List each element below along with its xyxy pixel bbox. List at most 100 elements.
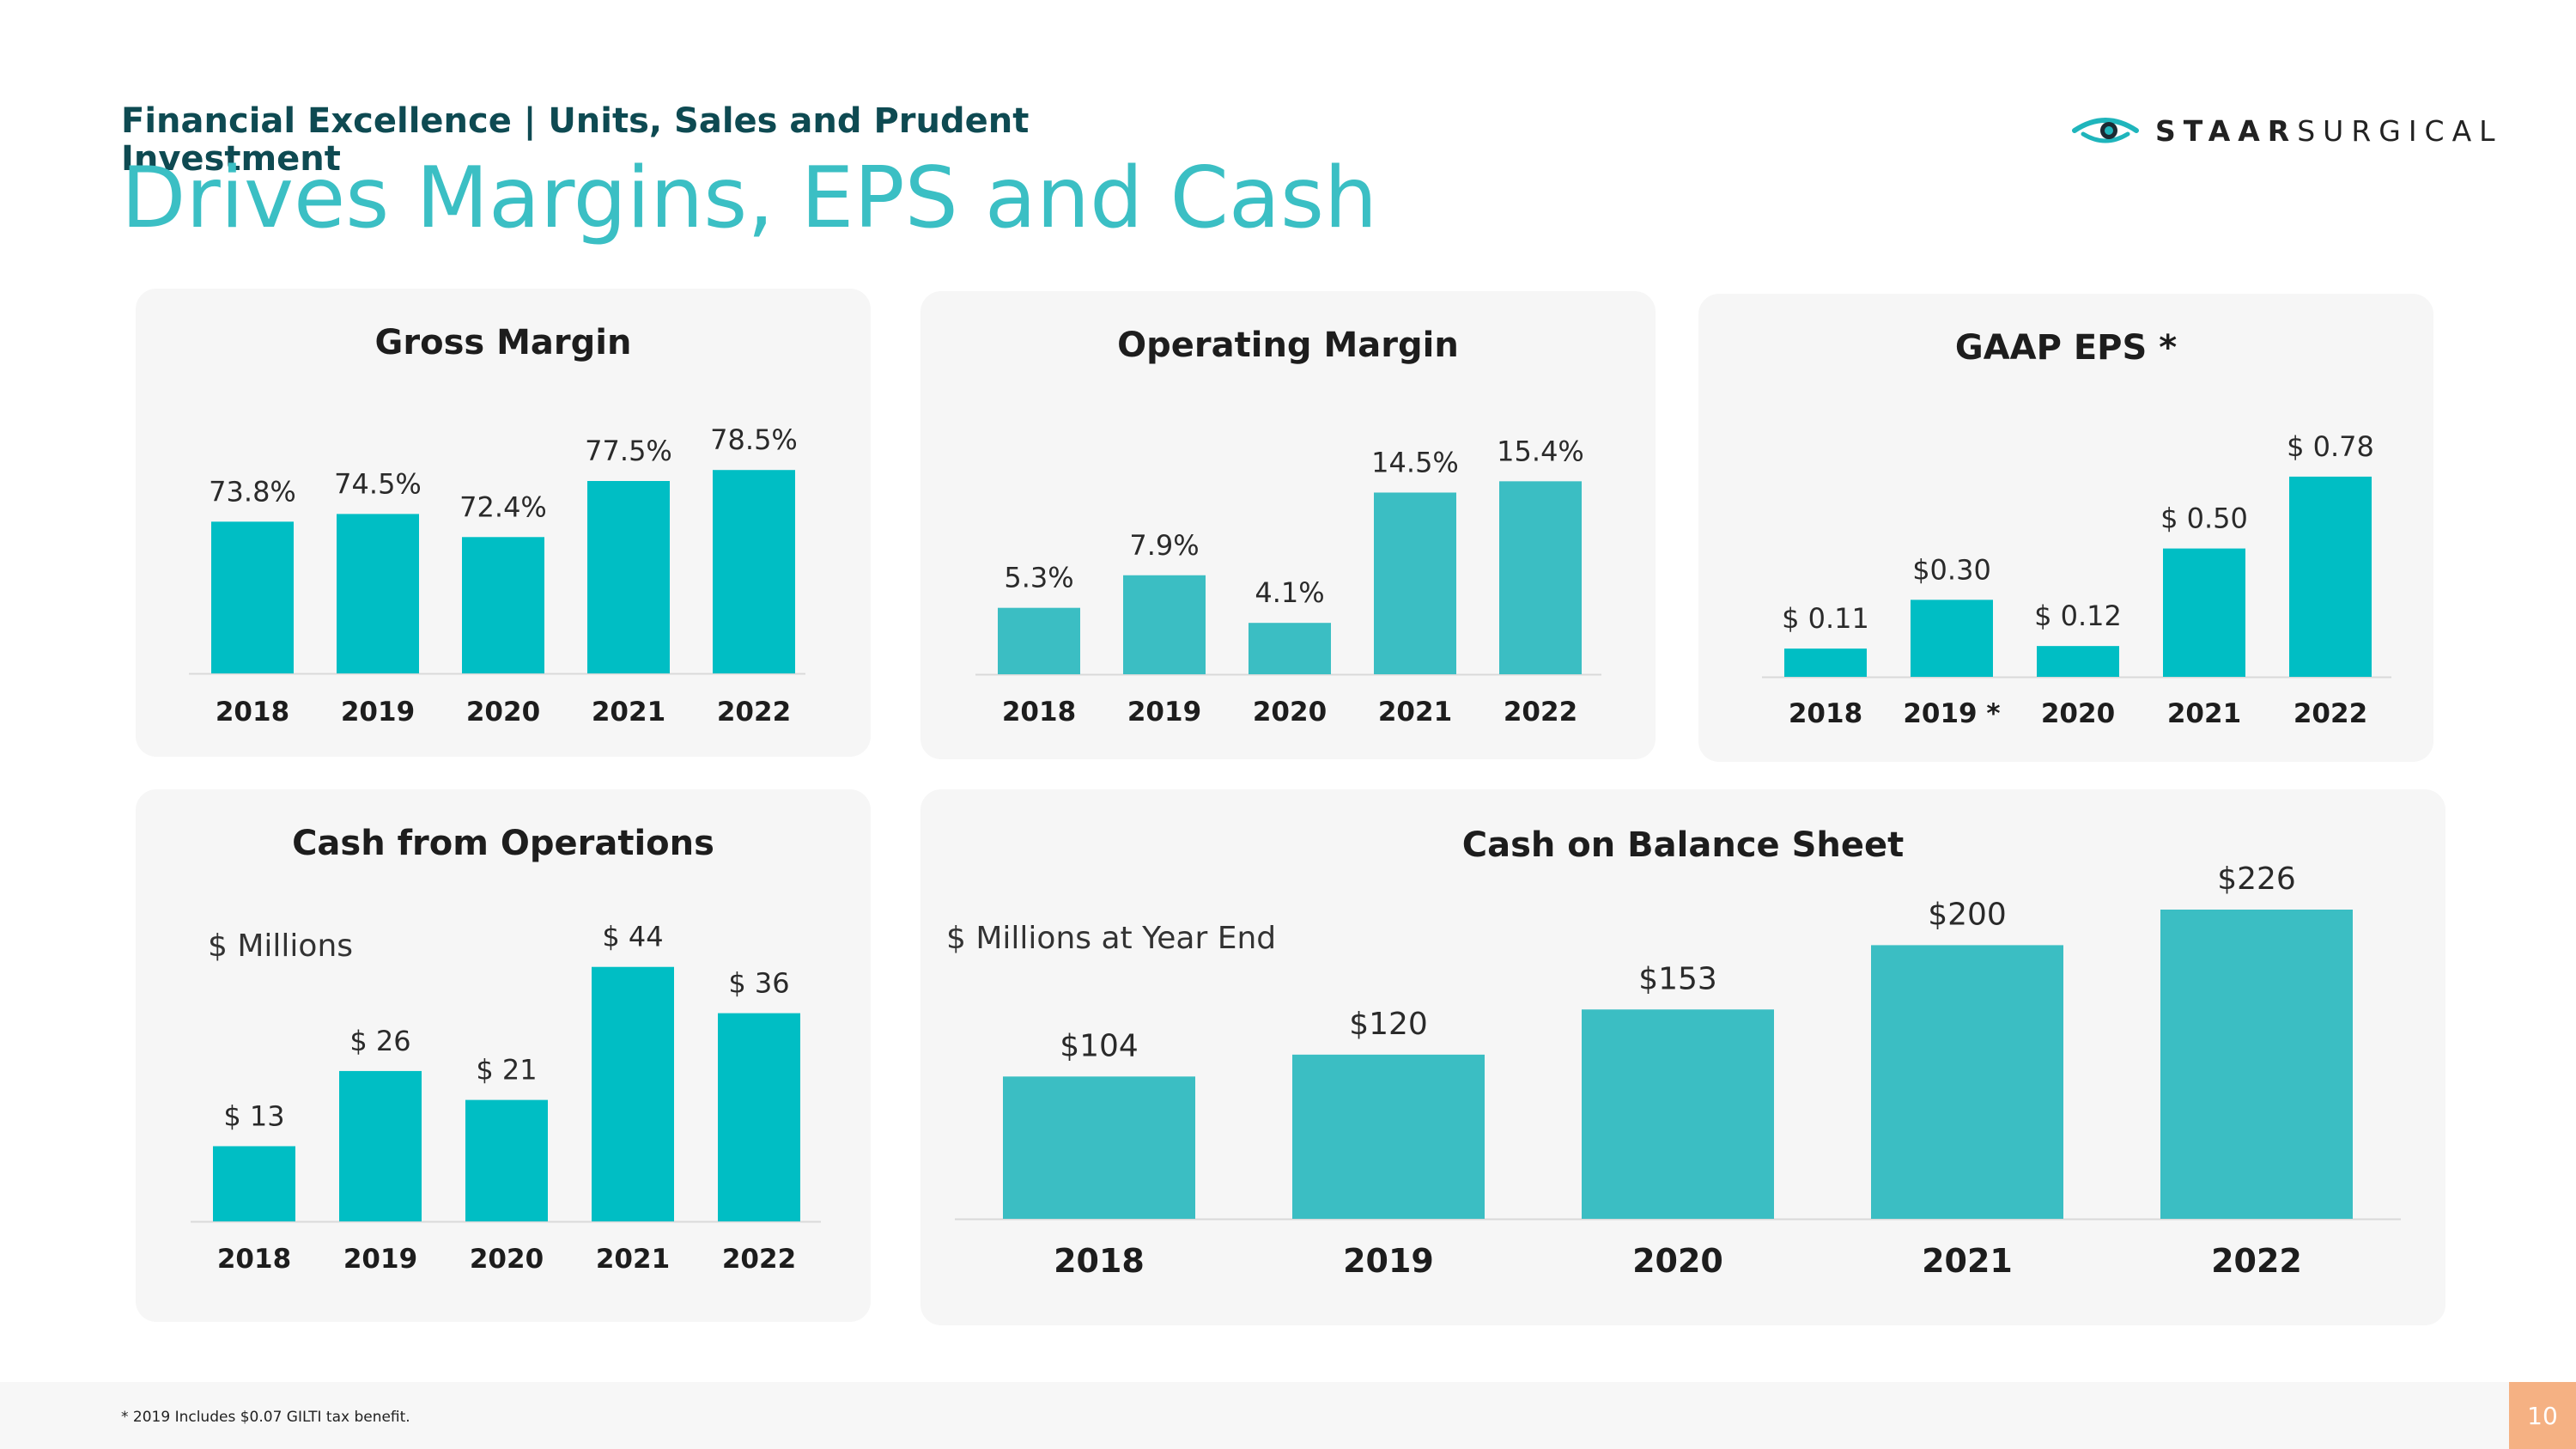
cash-from-operations-bar-2: [465, 1099, 548, 1221]
cash-on-balance-sheet-bar-3: [1871, 945, 2063, 1219]
cash-from-operations-bar-0: [213, 1146, 295, 1221]
page-title: Drives Margins, EPS and Cash: [121, 149, 1378, 247]
gaap-eps-category-label-2: 2020: [2041, 698, 2115, 729]
gross-margin-category-label-3: 2021: [592, 697, 665, 728]
operating-margin-value-label-2: 4.1%: [1255, 576, 1324, 609]
gaap-eps-category-label-1: 2019 *: [1903, 698, 2000, 729]
gross-margin-bar-3: [587, 481, 670, 673]
gross-margin-bar-0: [211, 521, 294, 673]
operating-margin-bar-4: [1499, 481, 1582, 674]
gaap-eps-value-label-0: $ 0.11: [1782, 602, 1869, 635]
gaap-eps-value-label-4: $ 0.78: [2287, 430, 2374, 463]
gaap-eps-value-label-1: $0.30: [1912, 553, 1991, 586]
cash-on-balance-sheet-category-label-1: 2019: [1343, 1242, 1434, 1280]
cash-from-operations-value-label-1: $ 26: [349, 1025, 410, 1057]
cash-on-balance-sheet-category-label-4: 2022: [2211, 1242, 2302, 1280]
gross-margin-value-label-3: 77.5%: [585, 435, 672, 467]
operating-margin-chart-title: Operating Margin: [1117, 326, 1459, 365]
cash-from-operations-bar-4: [718, 1013, 800, 1221]
gross-margin-value-label-2: 72.4%: [459, 490, 547, 523]
gaap-eps-value-label-2: $ 0.12: [2034, 600, 2122, 632]
page-subtitle: Financial Excellence | Units, Sales and …: [121, 101, 1030, 179]
operating-margin-chart: Operating Margin 5.3% 2018 7.9% 2019 4.1% 2020…: [975, 326, 1601, 728]
cash-on-balance-sheet-chart-title: Cash on Balance Sheet: [1462, 825, 1905, 865]
eye-logo-icon: [2072, 118, 2139, 143]
gaap-eps-chart: GAAP EPS * $ 0.11 2018 $0.30 2019 * $ 0.12 202…: [1762, 328, 2391, 729]
gaap-eps-bar-0: [1784, 648, 1867, 677]
gaap-eps-bar-3: [2163, 548, 2245, 677]
operating-margin-panel: Operating Margin 5.3% 2018 7.9% 2019 4.1% 2020…: [920, 291, 1656, 759]
cash-on-balance-sheet-bar-0: [1003, 1076, 1195, 1219]
company-logo: STAARSURGICAL: [2071, 108, 2503, 153]
cash-from-operations-category-label-0: 2018: [217, 1244, 291, 1275]
cash-on-balance-sheet-bar-2: [1582, 1009, 1774, 1219]
cash-from-operations-chart-title: Cash from Operations: [292, 824, 714, 863]
cash-on-balance-sheet-category-label-3: 2021: [1922, 1242, 2013, 1280]
cash-from-operations-value-label-0: $ 13: [223, 1099, 284, 1132]
operating-margin-value-label-3: 14.5%: [1371, 446, 1459, 478]
operating-margin-value-label-0: 5.3%: [1004, 562, 1073, 594]
cash-on-balance-sheet-value-label-1: $120: [1349, 1007, 1428, 1042]
cash-on-balance-sheet-bar-4: [2160, 910, 2353, 1219]
gross-margin-bar-2: [462, 537, 544, 673]
gaap-eps-category-label-4: 2022: [2293, 698, 2367, 729]
gross-margin-value-label-4: 78.5%: [710, 423, 798, 456]
gaap-eps-bar-4: [2289, 476, 2372, 677]
cash-from-operations-value-label-2: $ 21: [476, 1054, 537, 1087]
operating-margin-bar-1: [1123, 575, 1206, 674]
cash-from-operations-unit-label: $ Millions: [208, 928, 353, 964]
cash-from-operations-bar-1: [339, 1070, 422, 1221]
gross-margin-bar-1: [337, 514, 419, 673]
cash-on-balance-sheet-value-label-3: $200: [1928, 897, 2007, 932]
gross-margin-category-label-1: 2019: [341, 697, 415, 728]
logo-text-bold: STAAR: [2155, 113, 2298, 148]
cash-from-operations-bar-3: [592, 966, 674, 1221]
gaap-eps-chart-title: GAAP EPS *: [1955, 328, 2177, 368]
operating-margin-value-label-4: 15.4%: [1497, 435, 1584, 467]
cash-on-balance-sheet-category-label-0: 2018: [1054, 1242, 1145, 1280]
gross-margin-bar-4: [713, 470, 795, 673]
cash-from-operations-chart: Cash from Operations $ Millions $ 13 2018 $ …: [191, 824, 821, 1275]
gross-margin-chart-title: Gross Margin: [375, 323, 632, 362]
gross-margin-value-label-1: 74.5%: [334, 467, 422, 500]
cash-from-operations-panel: Cash from Operations $ Millions $ 13 2018 $ …: [136, 789, 871, 1322]
gross-margin-value-label-0: 73.8%: [209, 475, 296, 508]
gaap-eps-bar-1: [1911, 600, 1993, 677]
footer-bar: [0, 1382, 2576, 1449]
cash-from-operations-category-label-1: 2019: [343, 1244, 417, 1275]
gross-margin-category-label-4: 2022: [717, 697, 791, 728]
operating-margin-category-label-1: 2019: [1127, 697, 1201, 728]
cash-on-balance-sheet-panel: Cash on Balance Sheet $ Millions at Year …: [920, 789, 2445, 1325]
cash-on-balance-sheet-value-label-2: $153: [1638, 961, 1717, 996]
cash-on-balance-sheet-category-label-2: 2020: [1632, 1242, 1723, 1280]
logo-text-light: SURGICAL: [2297, 113, 2503, 148]
operating-margin-category-label-0: 2018: [1002, 697, 1076, 728]
operating-margin-bar-3: [1374, 492, 1456, 674]
cash-on-balance-sheet-bar-1: [1292, 1054, 1485, 1219]
page-number: 10: [2509, 1382, 2576, 1449]
gaap-eps-category-label-0: 2018: [1789, 698, 1862, 729]
operating-margin-value-label-1: 7.9%: [1129, 529, 1199, 562]
gaap-eps-bar-2: [2037, 646, 2119, 677]
cash-on-balance-sheet-value-label-0: $104: [1060, 1028, 1139, 1063]
footnote: * 2019 Includes $0.07 GILTI tax benefit.: [121, 1409, 410, 1426]
gross-margin-category-label-2: 2020: [466, 697, 540, 728]
cash-on-balance-sheet-value-label-4: $226: [2217, 861, 2296, 897]
gross-margin-chart: Gross Margin 73.8% 2018 74.5% 2019 72.4% 2020 7…: [189, 323, 805, 728]
cash-on-balance-sheet-chart: Cash on Balance Sheet $ Millions at Year …: [946, 825, 2401, 1280]
cash-from-operations-value-label-3: $ 44: [602, 921, 663, 953]
gaap-eps-value-label-3: $ 0.50: [2160, 502, 2248, 535]
cash-from-operations-category-label-2: 2020: [470, 1244, 544, 1275]
gaap-eps-category-label-3: 2021: [2167, 698, 2241, 729]
cash-from-operations-value-label-4: $ 36: [728, 967, 789, 1000]
gaap-eps-panel: GAAP EPS * $ 0.11 2018 $0.30 2019 * $ 0.12 202…: [1698, 294, 2433, 762]
gross-margin-panel: Gross Margin 73.8% 2018 74.5% 2019 72.4% 2020 7…: [136, 289, 871, 757]
operating-margin-category-label-4: 2022: [1504, 697, 1577, 728]
operating-margin-bar-0: [998, 607, 1080, 674]
operating-margin-category-label-3: 2021: [1378, 697, 1452, 728]
operating-margin-bar-2: [1249, 623, 1331, 674]
cash-from-operations-category-label-3: 2021: [596, 1244, 670, 1275]
gross-margin-category-label-0: 2018: [216, 697, 289, 728]
cash-from-operations-category-label-4: 2022: [722, 1244, 796, 1275]
cash-on-balance-sheet-unit-label: $ Millions at Year End: [946, 921, 1276, 956]
